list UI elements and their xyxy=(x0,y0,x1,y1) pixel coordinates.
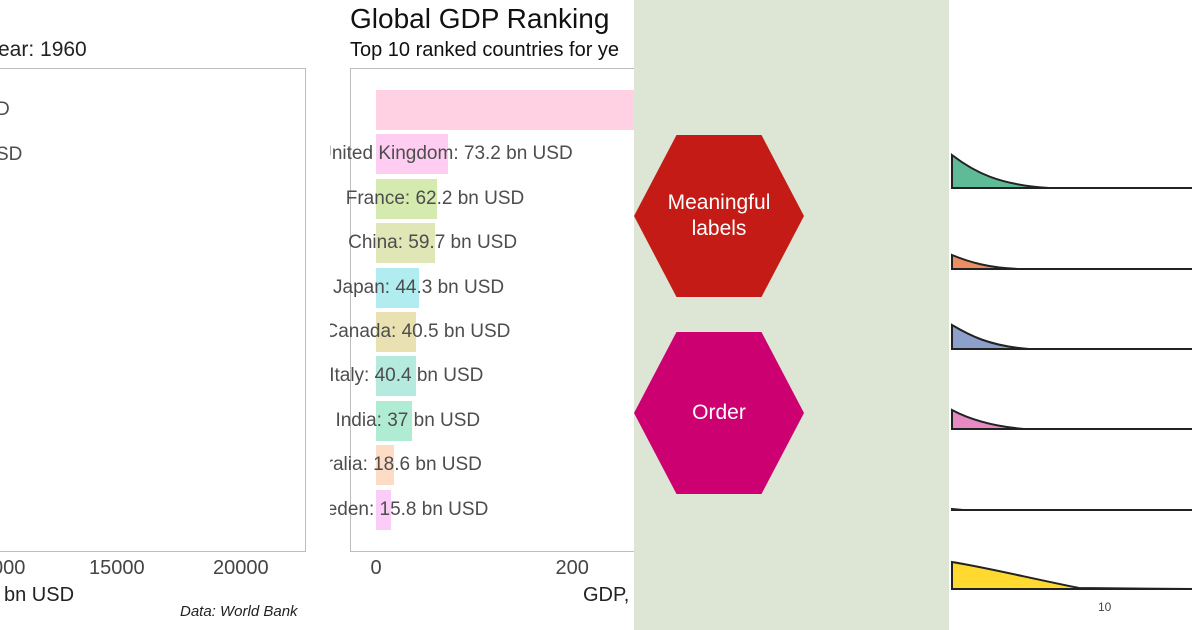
bar-italy xyxy=(376,356,416,397)
x-tick-200: 200 xyxy=(555,557,589,579)
bar-label-china: China: 59.7 bn USD xyxy=(348,232,518,254)
bar-label-france: France: 62.2 bn USD xyxy=(345,187,525,209)
ridgeline-svg xyxy=(951,152,1193,590)
left-plot-area xyxy=(0,68,306,552)
left-x-axis-label: bn USD xyxy=(4,584,75,606)
ridge-pink xyxy=(951,408,1192,430)
left-x-tick-1: 000 xyxy=(0,557,26,579)
hexagon-label-line1: Meaningful xyxy=(667,191,771,214)
ridge-yellow xyxy=(951,560,1193,590)
left-row-label-2: SD xyxy=(0,144,23,165)
left-row-label-1: D xyxy=(0,99,10,120)
ridge-orange xyxy=(951,253,1192,270)
x-axis-label: GDP, xyxy=(583,584,630,606)
bar-label-australia: Australia: 18.6 bn USD xyxy=(330,454,482,476)
hexagon-label-line2: labels xyxy=(691,217,747,240)
ridgeline-plot: 10 xyxy=(949,0,1200,630)
ridgeline-x-tick: 10 xyxy=(1098,600,1112,614)
bar-label-italy: Italy: 40.4 bn USD xyxy=(330,365,484,387)
plot-area xyxy=(350,68,634,552)
bar-united-kingdom xyxy=(376,134,448,175)
ridge-gray xyxy=(951,507,1192,511)
ridge-blue xyxy=(951,323,1192,350)
left-x-tick-3: 20000 xyxy=(213,557,269,579)
data-source-caption: Data: World Bank xyxy=(180,603,298,620)
bar-australia xyxy=(376,445,395,486)
bar-canada xyxy=(376,312,416,352)
slide-panel: Meaningful labels Order xyxy=(634,0,949,630)
bar-label-japan: Japan: 44.3 bn USD xyxy=(333,276,505,298)
bar-label-india: India: 37 bn USD xyxy=(335,409,481,431)
chart-subtitle: Top 10 ranked countries for ye xyxy=(350,39,620,61)
left-x-tick-2: 15000 xyxy=(89,557,145,579)
hexagon-meaningful-labels: Meaningful labels xyxy=(634,135,804,297)
bar-label-canada: Canada: 40.5 bn USD xyxy=(330,321,511,342)
bar-france xyxy=(376,178,437,219)
left-chart-subtitle: ear: 1960 xyxy=(0,38,87,61)
bar-japan xyxy=(376,267,420,308)
bar-india xyxy=(376,400,413,441)
hexagon-label-order: Order xyxy=(692,401,746,424)
bar-sweden xyxy=(376,489,392,530)
bar-china xyxy=(376,223,435,264)
hexagon-order: Order xyxy=(634,332,804,494)
left-chart-panel: ear: 1960 D SD 000 15000 20000 bn USD Da… xyxy=(0,0,330,630)
ridge-teal xyxy=(951,152,1192,189)
gdp-ranking-chart: Global GDP Ranking Top 10 ranked countri… xyxy=(330,0,634,630)
x-tick-0: 0 xyxy=(370,557,382,579)
bar-united-states xyxy=(376,90,634,130)
bar-label-sweden: Sweden: 15.8 bn USD xyxy=(330,498,489,520)
chart-title: Global GDP Ranking xyxy=(350,3,610,34)
bar-label-united-kingdom: United Kingdom: 73.2 bn USD xyxy=(330,143,573,165)
